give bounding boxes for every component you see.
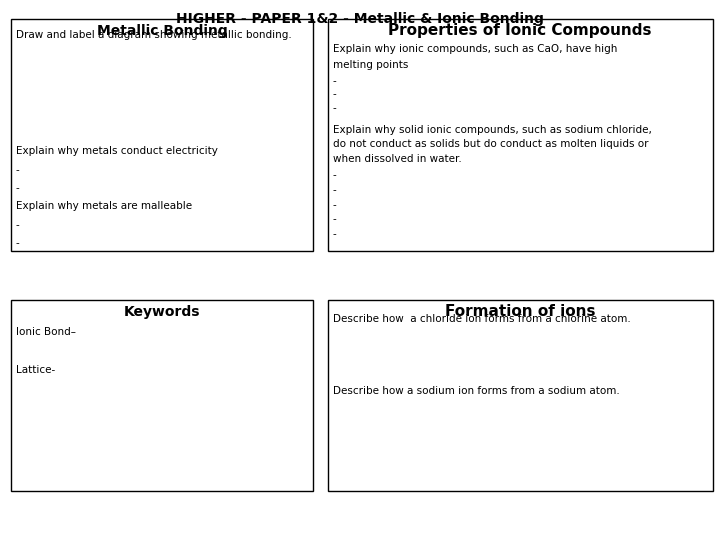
Text: HIGHER - PAPER 1&2 - Metallic & Ionic Bonding: HIGHER - PAPER 1&2 - Metallic & Ionic Bo… bbox=[176, 12, 544, 26]
Bar bbox=[11, 19, 313, 251]
Text: Lattice-: Lattice- bbox=[16, 365, 55, 375]
Bar bbox=[328, 300, 713, 491]
Text: -: - bbox=[333, 76, 336, 86]
Text: Keywords: Keywords bbox=[124, 305, 200, 319]
Bar bbox=[328, 19, 713, 251]
Text: Metallic Bonding: Metallic Bonding bbox=[96, 24, 228, 38]
Text: -: - bbox=[16, 165, 19, 175]
Text: -: - bbox=[333, 214, 336, 224]
Text: Describe how  a chloride ion forms from a chlorine atom.: Describe how a chloride ion forms from a… bbox=[333, 314, 631, 323]
Text: Explain why solid ionic compounds, such as sodium chloride,: Explain why solid ionic compounds, such … bbox=[333, 125, 652, 134]
Text: -: - bbox=[333, 200, 336, 210]
Text: Ionic Bond–: Ionic Bond– bbox=[16, 327, 76, 337]
Text: -: - bbox=[333, 229, 336, 239]
Text: Explain why metals conduct electricity: Explain why metals conduct electricity bbox=[16, 146, 217, 156]
Bar bbox=[11, 300, 313, 491]
Text: Explain why ionic compounds, such as CaO, have high: Explain why ionic compounds, such as CaO… bbox=[333, 44, 617, 53]
Text: -: - bbox=[333, 185, 336, 195]
Text: Draw and label a diagram showing metallic bonding.: Draw and label a diagram showing metalli… bbox=[16, 30, 292, 40]
Text: melting points: melting points bbox=[333, 60, 408, 70]
Text: -: - bbox=[333, 90, 336, 99]
Text: Explain why metals are malleable: Explain why metals are malleable bbox=[16, 201, 192, 211]
Text: when dissolved in water.: when dissolved in water. bbox=[333, 154, 462, 164]
Text: -: - bbox=[333, 171, 336, 180]
Text: -: - bbox=[16, 183, 19, 193]
Text: Formation of ions: Formation of ions bbox=[445, 304, 595, 319]
Text: do not conduct as solids but do conduct as molten liquids or: do not conduct as solids but do conduct … bbox=[333, 139, 648, 149]
Text: Describe how a sodium ion forms from a sodium atom.: Describe how a sodium ion forms from a s… bbox=[333, 387, 619, 396]
Text: -: - bbox=[333, 103, 336, 113]
Text: -: - bbox=[16, 220, 19, 230]
Text: -: - bbox=[16, 238, 19, 248]
Text: Properties of Ionic Compounds: Properties of Ionic Compounds bbox=[389, 23, 652, 38]
